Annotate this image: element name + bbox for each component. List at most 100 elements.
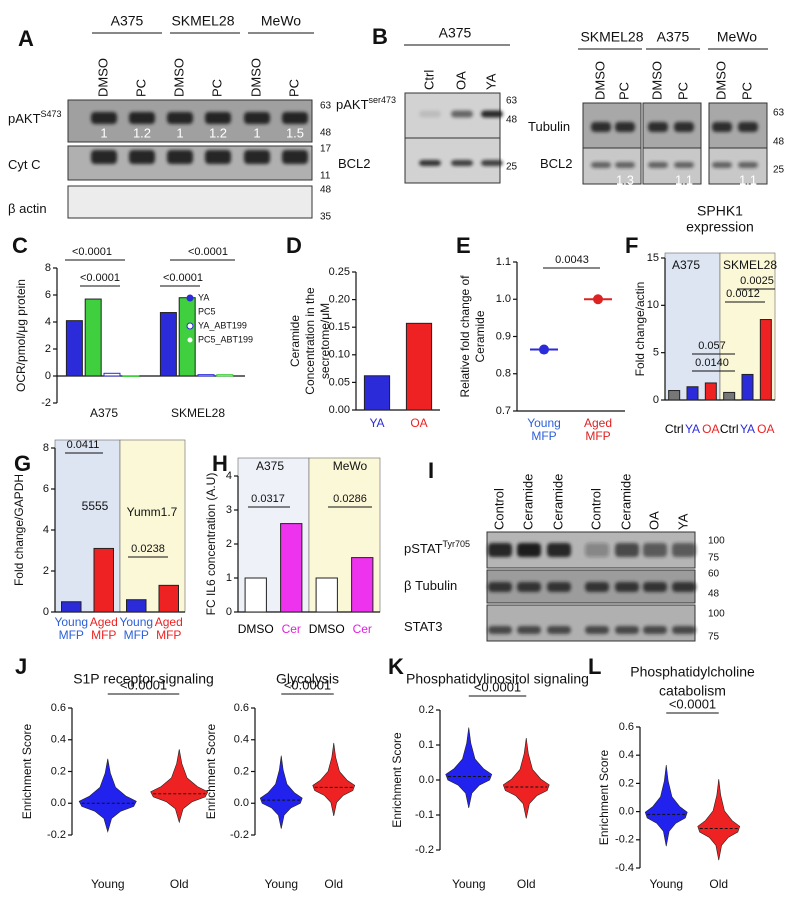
violin (644, 765, 688, 847)
blot-band (517, 543, 541, 557)
panel-label: C (12, 233, 28, 258)
y-tick-label: 0.20 (329, 294, 350, 306)
mean-point (593, 294, 603, 305)
blot-band (738, 122, 758, 132)
row-label: pAKTser473 (336, 95, 396, 112)
y-tick-label: 6 (45, 289, 51, 301)
blot-band (648, 162, 668, 168)
legend-marker (186, 294, 194, 302)
chart-title: Phosphatidylinositol signaling (406, 671, 589, 687)
mw-marker: 100 (708, 536, 725, 547)
bar (93, 547, 114, 613)
y-tick-label: 0 (43, 606, 49, 618)
group-background (664, 252, 721, 401)
lane-label: PC (209, 79, 224, 97)
group-label: SKMEL28 (580, 29, 643, 45)
group-label: A375 (439, 25, 472, 41)
p-value: 0.0025 (740, 275, 774, 287)
p-value: 0.0012 (726, 288, 760, 300)
panel-label: D (286, 233, 302, 258)
y-tick-label: 0.0 (51, 797, 66, 809)
mw-marker: 35 (320, 212, 332, 223)
group-label: MeWo (333, 459, 368, 473)
bar (405, 322, 433, 411)
mean-point (539, 344, 549, 355)
x-tick-label: Old (517, 877, 536, 891)
mw-marker: 48 (320, 185, 332, 196)
violin (78, 758, 137, 833)
violin (312, 742, 356, 817)
x-tick-label: YA (685, 422, 700, 436)
lane-label: PC (675, 82, 690, 100)
bar (351, 557, 374, 613)
y-tick-label: 0.1 (419, 739, 434, 751)
y-tick-label: 0.4 (234, 734, 249, 746)
bar (244, 577, 267, 613)
x-tick-label: MFP (585, 429, 610, 443)
x-tick-label: MFP (124, 628, 149, 642)
row-name: BCL2 (540, 156, 573, 171)
row-label: Cyt C (8, 157, 41, 172)
x-tick-label: Young (452, 877, 486, 891)
row-name: β Tubulin (404, 578, 457, 593)
group-label: A375 (657, 29, 690, 45)
mw-marker: 25 (506, 162, 518, 173)
y-tick-label: 2 (45, 343, 51, 355)
y-tick-label: 0.05 (329, 376, 350, 388)
row-name: STAT3 (404, 619, 443, 634)
p-value: 0.0238 (131, 543, 165, 555)
y-tick-label: -0.2 (47, 829, 66, 841)
y-tick-label: 0.2 (619, 777, 634, 789)
blot-band (547, 543, 571, 557)
x-tick-label: Aged (584, 416, 612, 430)
blot-band (488, 626, 512, 634)
lane-label: YA (483, 73, 498, 90)
group-label: MeWo (717, 29, 757, 45)
group-background (119, 439, 186, 613)
x-tick-label: A375 (90, 406, 118, 420)
blot-band (591, 162, 611, 168)
blot-band (282, 112, 308, 124)
lane-label: Ctrl (421, 70, 436, 90)
x-tick-label: Aged (155, 615, 183, 629)
bar (126, 599, 147, 613)
x-tick-label: DMSO (238, 622, 274, 636)
y-axis-label: Enrichment Score (204, 723, 218, 819)
bar (723, 391, 736, 401)
y-tick-label: 8 (45, 262, 51, 274)
mw-marker: 60 (708, 569, 720, 580)
p-value: 0.057 (698, 340, 726, 352)
lane-label: DMSO (649, 61, 664, 100)
blot-band (517, 626, 541, 634)
bar (122, 375, 140, 377)
y-axis-label: Enrichment Score (597, 749, 611, 845)
legend-marker (186, 308, 194, 316)
row-name: β actin (8, 201, 47, 216)
x-tick-label: SKMEL28 (171, 406, 225, 420)
y-tick-label: 5 (653, 347, 659, 359)
y-tick-label: 0.2 (234, 765, 249, 777)
mw-marker: 48 (320, 128, 332, 139)
y-tick-label: -0.2 (615, 834, 634, 846)
x-tick-label: Young (264, 877, 298, 891)
row-label: pAKTS473 (8, 109, 62, 126)
group-label: A375 (256, 459, 284, 473)
lane-label: PC (739, 82, 754, 100)
x-tick-label: Old (324, 877, 343, 891)
row-name: pAKT (8, 111, 41, 126)
y-axis-label: Relative fold change of (458, 275, 472, 398)
band-quant: 1.3 (616, 172, 634, 187)
bar (668, 390, 681, 401)
mw-marker: 75 (708, 632, 720, 643)
blot-band (712, 162, 732, 168)
group-label: A375 (111, 13, 144, 29)
bar (315, 577, 338, 613)
y-axis-label: Fold change/GAPDH (12, 474, 26, 586)
bar (84, 298, 102, 377)
p-value: <0.0001 (669, 696, 716, 711)
blot-band (643, 582, 667, 592)
panel-label: I (428, 458, 434, 483)
mw-marker: 75 (708, 553, 720, 564)
x-tick-label: Old (170, 877, 189, 891)
